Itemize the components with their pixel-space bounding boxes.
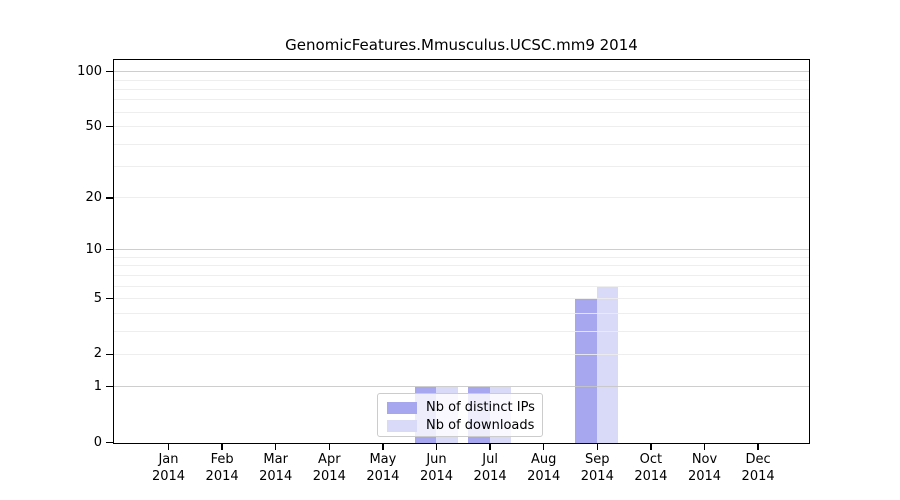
minor-gridline-8 (114, 265, 809, 267)
major-gridline-1 (114, 386, 809, 388)
x-tick-label-nov-2014: Nov 2014 (687, 452, 722, 484)
y-tick-mark-20 (106, 197, 113, 199)
y-tick-label-0: 0 (93, 434, 102, 450)
minor-gridline-3 (114, 330, 809, 332)
x-tick-mark-jan-2014 (167, 444, 170, 450)
major-gridline-100 (114, 71, 809, 73)
legend-row-0: Nb of distinct IPs (387, 399, 535, 416)
bar-nb-of-distinct-ips-sep-2014 (575, 299, 597, 443)
x-tick-label-apr-2014: Apr 2014 (312, 452, 346, 484)
y-tick-label-100: 100 (77, 63, 102, 79)
bar-nb-of-downloads-sep-2014 (596, 286, 619, 443)
y-tick-label-50: 50 (85, 118, 102, 134)
minor-gridline-30 (114, 166, 809, 168)
y-tick-mark-1 (106, 386, 113, 388)
y-tick-mark-2 (106, 353, 113, 355)
y-tick-label-20: 20 (85, 189, 102, 205)
y-tick-label-2: 2 (93, 346, 102, 362)
x-tick-mark-aug-2014 (543, 444, 545, 450)
legend-row-1: Nb of downloads (387, 417, 534, 434)
x-tick-mark-jun-2014 (435, 444, 438, 450)
x-tick-mark-dec-2014 (757, 444, 759, 450)
legend-label-0: Nb of distinct IPs (426, 400, 535, 415)
x-tick-mark-may-2014 (382, 444, 384, 450)
legend-swatch-0 (387, 401, 417, 414)
minor-gridline-6 (114, 285, 809, 287)
legend: Nb of distinct IPs Nb of downloads (377, 393, 543, 437)
x-tick-mark-jul-2014 (489, 444, 491, 450)
x-tick-label-aug-2014: Aug 2014 (527, 452, 561, 484)
legend-label-1: Nb of downloads (426, 418, 535, 433)
x-tick-mark-mar-2014 (275, 444, 277, 450)
legend-swatch-1 (387, 419, 417, 432)
minor-gridline-9 (114, 256, 809, 258)
minor-gridline-90 (114, 79, 809, 81)
x-tick-label-may-2014: May 2014 (366, 452, 400, 484)
y-tick-mark-50 (106, 125, 113, 128)
x-tick-mark-feb-2014 (221, 444, 223, 450)
minor-gridline-20 (114, 197, 809, 199)
minor-gridline-40 (114, 143, 809, 145)
x-tick-mark-oct-2014 (650, 444, 652, 450)
major-gridline-10 (114, 249, 809, 251)
x-tick-mark-sep-2014 (596, 444, 598, 450)
minor-gridline-50 (114, 126, 809, 128)
plot-canvas (114, 60, 809, 443)
x-tick-label-mar-2014: Mar 2014 (259, 452, 293, 484)
minor-gridline-60 (114, 111, 809, 113)
x-tick-label-jul-2014: Jul 2014 (473, 452, 507, 484)
chart-title: GenomicFeatures.Mmusculus.UCSC.mm9 2014 (285, 36, 638, 54)
x-tick-mark-apr-2014 (328, 444, 330, 450)
x-tick-label-feb-2014: Feb 2014 (205, 452, 239, 484)
minor-gridline-4 (114, 312, 809, 314)
x-tick-label-jun-2014: Jun 2014 (419, 452, 454, 484)
minor-gridline-5 (114, 298, 809, 299)
plot-area (113, 59, 810, 444)
x-tick-label-sep-2014: Sep 2014 (580, 452, 614, 484)
minor-gridline-2 (114, 353, 809, 355)
y-tick-label-5: 5 (93, 290, 102, 306)
minor-gridline-80 (114, 88, 809, 90)
y-tick-label-1: 1 (93, 378, 102, 394)
y-tick-mark-0 (106, 441, 113, 444)
x-tick-label-oct-2014: Oct 2014 (634, 452, 668, 484)
x-tick-mark-nov-2014 (703, 444, 706, 450)
x-tick-label-dec-2014: Dec 2014 (741, 452, 775, 484)
minor-gridline-70 (114, 99, 809, 101)
y-tick-mark-10 (106, 249, 113, 251)
minor-gridline-7 (114, 274, 809, 276)
y-tick-mark-5 (106, 297, 113, 300)
x-tick-label-jan-2014: Jan 2014 (151, 452, 186, 484)
y-tick-mark-100 (106, 70, 113, 73)
y-tick-label-10: 10 (85, 241, 102, 257)
